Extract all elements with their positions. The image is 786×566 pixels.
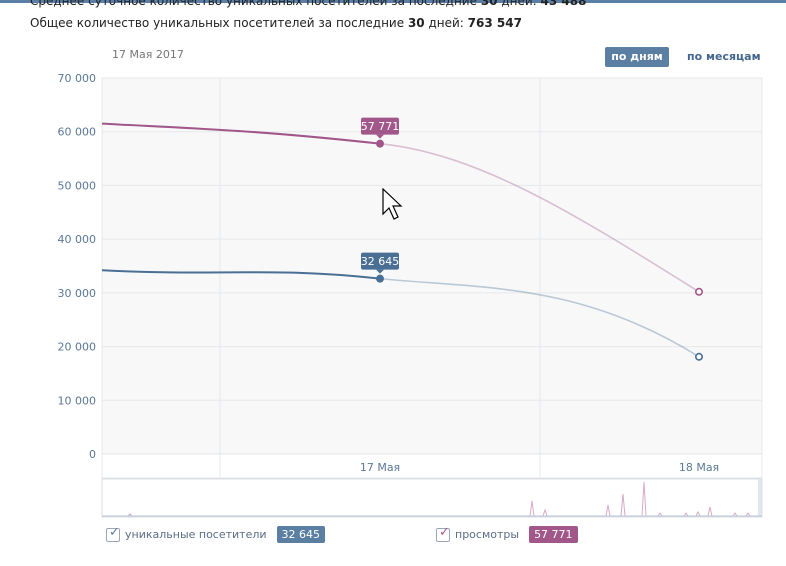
by-months-button[interactable]: по месяцам — [687, 50, 761, 63]
unique-visitors-label: уникальные посетители — [125, 528, 267, 541]
value-tooltip — [361, 117, 399, 135]
y-tick-label: 0 — [89, 448, 96, 461]
x-tick-label: 18 Мая — [679, 461, 719, 474]
unique-visitors-checkbox[interactable]: ✓ — [106, 524, 120, 542]
tooltip-value: 32 645 — [361, 255, 400, 268]
checkmark-icon: ✓ — [439, 524, 450, 540]
top-bar — [0, 0, 786, 3]
y-tick-label: 30 000 — [58, 287, 97, 300]
legend-unique-visitors[interactable]: ✓ уникальные посетители 32 645 — [106, 524, 326, 543]
total-stat-prefix: Общее количество уникальных посетителей … — [30, 16, 408, 30]
plot-area — [102, 78, 762, 454]
series-line-faded — [379, 277, 700, 358]
avg-stat-value: 43 488 — [540, 0, 587, 8]
series-line-solid — [101, 122, 381, 145]
data-point — [694, 287, 703, 296]
views-checkbox[interactable]: ✓ — [436, 524, 450, 542]
selected-date-label: 17 Мая 2017 — [112, 48, 184, 61]
series-line-solid — [101, 269, 381, 280]
views-label: просмотры — [455, 528, 520, 541]
avg-stat-mid: дней: — [497, 0, 541, 8]
avg-stat-days: 30 — [480, 0, 498, 8]
total-stat-value: 763 547 — [467, 16, 522, 30]
total-unique-stat: Общее количество уникальных посетителей … — [30, 16, 522, 30]
tooltip-arrow — [376, 134, 384, 139]
legend-views[interactable]: ✓ просмотры 57 771 — [436, 524, 578, 543]
avg-stat-prefix: Среднее суточное количество уникальных п… — [30, 0, 481, 8]
series-line-faded — [379, 142, 700, 293]
y-tick-label: 10 000 — [58, 394, 97, 407]
y-tick-label: 50 000 — [58, 179, 97, 192]
total-stat-mid: дней: — [424, 16, 468, 30]
navigator-handle — [758, 479, 762, 517]
data-point — [376, 274, 384, 283]
total-stat-days: 30 — [407, 16, 425, 30]
y-tick-label: 60 000 — [58, 126, 97, 139]
mouse-cursor-icon — [382, 188, 403, 220]
avg-daily-unique-stat: Среднее суточное количество уникальных п… — [30, 0, 586, 8]
y-tick-label: 20 000 — [58, 341, 97, 354]
value-tooltip — [361, 252, 399, 270]
y-tick-label: 70 000 — [58, 72, 97, 85]
tooltip-value: 57 771 — [361, 120, 400, 133]
tooltip-arrow — [376, 269, 384, 274]
y-tick-label: 40 000 — [58, 233, 97, 246]
views-value-badge: 57 771 — [529, 526, 578, 543]
x-tick-label: 17 Мая — [360, 461, 400, 474]
by-days-button[interactable]: по дням — [605, 47, 669, 67]
data-point — [694, 352, 703, 361]
checkmark-icon: ✓ — [109, 524, 120, 540]
data-point — [376, 139, 384, 148]
navigator-strip — [101, 478, 763, 518]
unique-visitors-value-badge: 32 645 — [276, 526, 326, 543]
